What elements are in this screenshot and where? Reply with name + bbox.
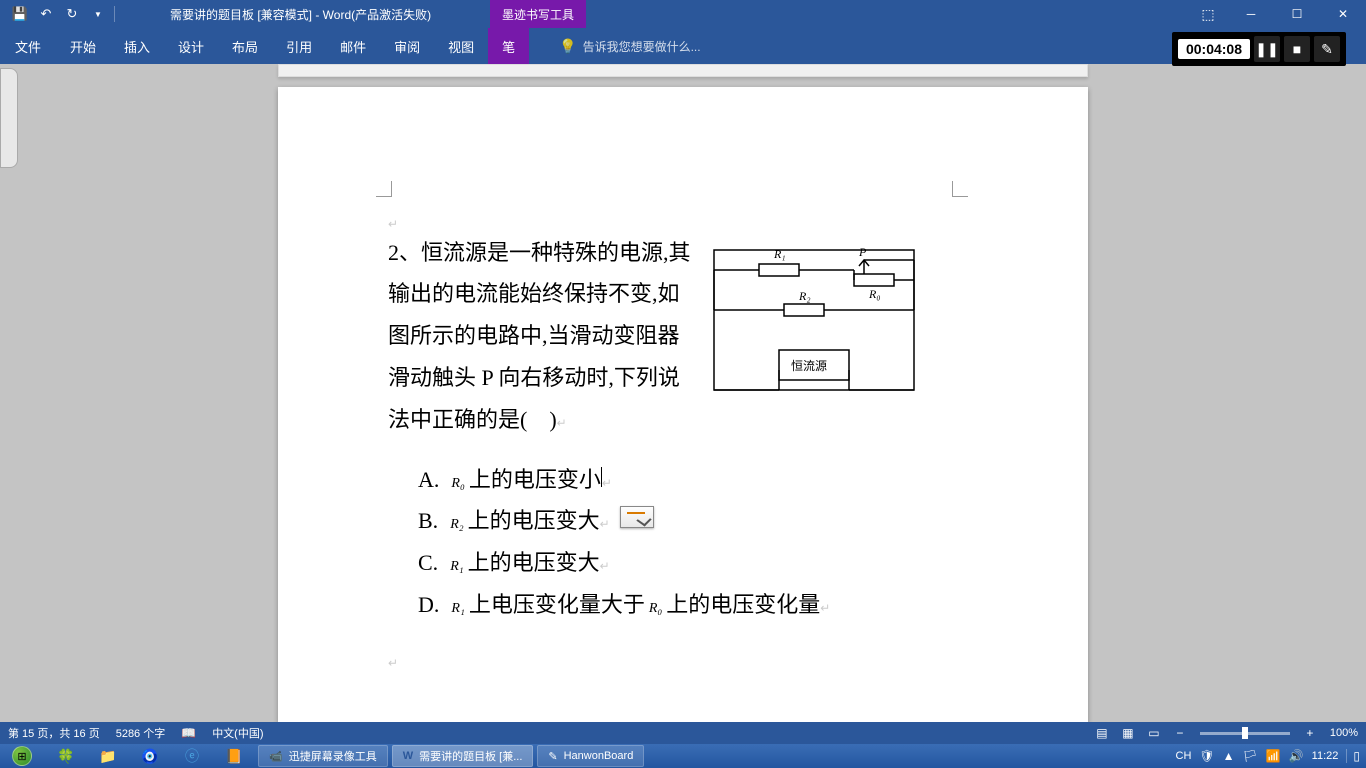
zoom-slider[interactable] (1200, 732, 1290, 735)
recording-timer: 00:04:08 (1178, 39, 1250, 59)
title-bar: 💾 ↶ ↻ ▼ 需要讲的题目板 [兼容模式] - Word(产品激活失败) 墨迹… (0, 0, 1366, 28)
taskbar-label: HanwonBoard (564, 750, 634, 762)
pause-recording-button[interactable]: ❚❚ (1254, 36, 1280, 62)
recorder-icon: 📹 (269, 750, 283, 763)
side-panel-tab[interactable] (0, 68, 18, 168)
language-indicator[interactable]: 中文(中国) (212, 725, 263, 741)
ribbon-tabs: 文件 开始 插入 设计 布局 引用 邮件 审阅 视图 笔 💡 告诉我您想要做什么… (0, 28, 1366, 64)
tab-home[interactable]: 开始 (56, 28, 110, 64)
tell-me-search[interactable]: 💡 告诉我您想要做什么... (559, 38, 700, 55)
spellcheck-icon[interactable]: 📖 (181, 726, 196, 740)
taskbar-hanwon[interactable]: ✎ HanwonBoard (537, 745, 644, 767)
minimize-button[interactable]: ─ (1228, 0, 1274, 28)
file-tab[interactable]: 文件 (0, 28, 56, 64)
annotate-recording-button[interactable]: ✎ (1314, 36, 1340, 62)
redo-button[interactable]: ↻ (60, 2, 84, 26)
undo-button[interactable]: ↶ (34, 2, 58, 26)
lightbulb-icon: 💡 (559, 38, 576, 55)
web-layout-button[interactable]: ▭ (1142, 724, 1166, 742)
hanwon-icon: ✎ (548, 750, 557, 763)
pinned-browser[interactable]: ⓔ (172, 745, 212, 767)
svg-text:R₀: R₀ (868, 287, 881, 301)
ime-indicator[interactable]: CH (1176, 750, 1192, 762)
zoom-level[interactable]: 100% (1330, 727, 1358, 739)
windows-taskbar: ⊞ 🍀 📁 🧿 ⓔ 📙 📹 迅捷屏幕录像工具 W 需要讲的题目板 [兼... ✎… (0, 744, 1366, 768)
pinned-app-1[interactable]: 🍀 (46, 745, 86, 767)
tray-icon[interactable]: 🛡 (1199, 749, 1214, 763)
taskbar-recorder[interactable]: 📹 迅捷屏幕录像工具 (258, 745, 388, 767)
tab-view[interactable]: 视图 (434, 28, 488, 64)
svg-text:R₂: R₂ (798, 289, 811, 303)
tray-flag-icon[interactable]: 🏳 (1243, 749, 1258, 763)
svg-text:恒流源: 恒流源 (791, 359, 827, 373)
zoom-out-button[interactable]: − (1168, 724, 1192, 742)
tab-insert[interactable]: 插入 (110, 28, 164, 64)
page-indicator[interactable]: 第 15 页，共 16 页 (8, 725, 100, 741)
clock[interactable]: 11:22 (1312, 750, 1339, 762)
svg-text:P: P (858, 245, 867, 259)
previous-page-edge (278, 64, 1088, 77)
tab-pen[interactable]: 笔 (488, 28, 529, 64)
start-button[interactable]: ⊞ (0, 744, 44, 768)
tab-design[interactable]: 设计 (164, 28, 218, 64)
tab-layout[interactable]: 布局 (218, 28, 272, 64)
pinned-app-3[interactable]: 📙 (214, 745, 254, 767)
recording-controls: 00:04:08 ❚❚ ■ ✎ (1172, 32, 1346, 66)
tell-me-placeholder: 告诉我您想要做什么... (583, 38, 701, 55)
ribbon-display-options[interactable]: ⬚ (1188, 0, 1228, 28)
zoom-in-button[interactable]: + (1298, 724, 1322, 742)
save-button[interactable]: 💾 (8, 2, 32, 26)
paragraph-mark: ↵ (388, 217, 978, 232)
question-text[interactable]: 2、恒流源是一种特殊的电源,其输出的电流能始终保持不变,如图所示的电路中,当滑动… (388, 232, 698, 441)
quick-access-toolbar: 💾 ↶ ↻ ▼ (0, 2, 117, 26)
option-b[interactable]: B. R₂ 上的电压变大↵ (418, 500, 978, 542)
taskbar-label: 需要讲的题目板 [兼... (419, 748, 522, 764)
word-count[interactable]: 5286 个字 (116, 725, 166, 741)
read-mode-button[interactable]: ▤ (1090, 724, 1114, 742)
pinned-app-2[interactable]: 🧿 (130, 745, 170, 767)
margin-marker (376, 181, 392, 197)
margin-marker (952, 181, 968, 197)
circuit-diagram: R₁ P R₀ (704, 240, 924, 400)
tab-review[interactable]: 审阅 (380, 28, 434, 64)
paragraph-mark: ↵ (388, 656, 978, 671)
tray-volume-icon[interactable]: 🔊 (1289, 749, 1304, 763)
ink-mini-toolbar[interactable] (620, 506, 654, 528)
option-c[interactable]: C. R₁ 上的电压变大↵ (418, 542, 978, 584)
maximize-button[interactable]: ☐ (1274, 0, 1320, 28)
document-page[interactable]: ↵ 2、恒流源是一种特殊的电源,其输出的电流能始终保持不变,如图所示的电路中,当… (278, 87, 1088, 722)
stop-recording-button[interactable]: ■ (1284, 36, 1310, 62)
status-bar: 第 15 页，共 16 页 5286 个字 📖 中文(中国) ▤ ▦ ▭ − +… (0, 722, 1366, 744)
tab-mailings[interactable]: 邮件 (326, 28, 380, 64)
option-a[interactable]: A. R₀ 上的电压变小↵ (418, 459, 978, 501)
taskbar-label: 迅捷屏幕录像工具 (289, 748, 377, 764)
pinned-explorer[interactable]: 📁 (88, 745, 128, 767)
print-layout-button[interactable]: ▦ (1116, 724, 1140, 742)
word-icon: W (403, 750, 413, 762)
context-tab-ink[interactable]: 墨迹书写工具 (490, 0, 586, 28)
show-desktop-button[interactable]: ▯ (1346, 749, 1360, 763)
svg-text:R₁: R₁ (773, 247, 786, 261)
system-tray: CH 🛡 ▲ 🏳 📶 🔊 11:22 ▯ (1176, 749, 1360, 763)
document-area[interactable]: ↵ 2、恒流源是一种特殊的电源,其输出的电流能始终保持不变,如图所示的电路中,当… (0, 64, 1366, 722)
tray-chevron-icon[interactable]: ▲ (1223, 749, 1235, 763)
option-d[interactable]: D. R₁ 上电压变化量大于 R₀ 上的电压变化量↵ (418, 584, 978, 626)
close-button[interactable]: ✕ (1320, 0, 1366, 28)
document-title: 需要讲的题目板 [兼容模式] - Word(产品激活失败) (170, 6, 431, 23)
answer-options[interactable]: A. R₀ 上的电压变小↵ B. R₂ 上的电压变大↵ C. R₁ 上的电压变大… (418, 459, 978, 626)
qat-customize[interactable]: ▼ (86, 2, 110, 26)
taskbar-word[interactable]: W 需要讲的题目板 [兼... (392, 745, 534, 767)
tray-network-icon[interactable]: 📶 (1266, 749, 1281, 763)
tab-references[interactable]: 引用 (272, 28, 326, 64)
